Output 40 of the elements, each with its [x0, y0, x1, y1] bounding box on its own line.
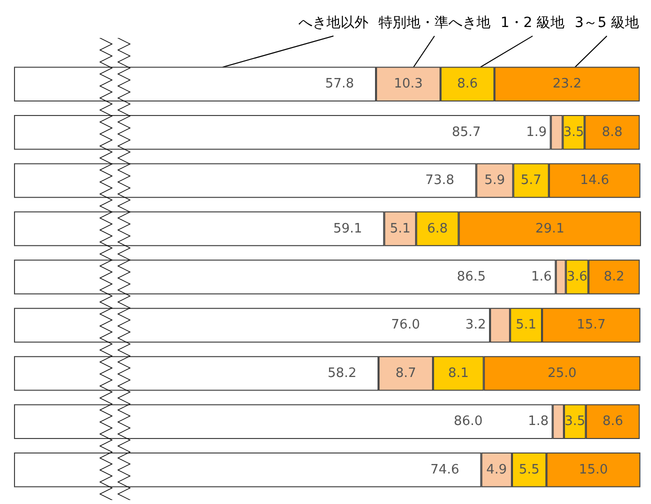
data-label: 5.1 — [390, 221, 411, 236]
data-label: 1.6 — [531, 270, 552, 284]
text: 1・2 級地 — [500, 15, 565, 31]
data-label: 15.0 — [578, 462, 608, 478]
data-label: 10.3 — [394, 76, 423, 92]
text: へき地以外 — [298, 15, 368, 31]
data-label: 8.8 — [602, 124, 623, 140]
data-label: 86.5 — [456, 270, 486, 284]
data-label: 1.9 — [526, 124, 547, 140]
data-label: 3.6 — [566, 270, 588, 284]
data-label: 73.8 — [425, 173, 454, 188]
data-label: 5.9 — [484, 173, 506, 188]
data-label: 8.1 — [448, 366, 469, 381]
text: 特別地・準へき地 — [378, 15, 490, 31]
data-label: 5.7 — [520, 173, 542, 188]
data-label: 23.2 — [552, 76, 582, 92]
data-label: 57.8 — [325, 76, 354, 92]
data-label: 6.8 — [427, 221, 448, 236]
data-label: 25.0 — [548, 366, 577, 381]
data-label: 58.2 — [328, 366, 357, 381]
data-label: 74.6 — [430, 462, 460, 478]
data-label: 8.7 — [395, 366, 416, 381]
data-label: 5.1 — [516, 318, 536, 333]
data-label: 3.2 — [465, 318, 486, 333]
data-label: 5.5 — [518, 462, 540, 478]
data-label: 15.7 — [576, 318, 606, 333]
data-label: 59.1 — [333, 221, 362, 236]
text: 3～5 級地 — [574, 15, 639, 31]
data-label: 86.0 — [454, 414, 483, 430]
data-label: 4.9 — [486, 462, 507, 478]
data-label: 14.6 — [580, 173, 610, 188]
data-label: 3.5 — [563, 124, 584, 140]
data-label: 1.8 — [528, 414, 549, 430]
data-label: 29.1 — [535, 221, 564, 236]
data-label: 85.7 — [452, 124, 481, 140]
data-label: 76.0 — [391, 318, 420, 333]
data-label: 8.6 — [457, 76, 478, 92]
data-label: 3.5 — [564, 414, 586, 430]
data-label: 8.2 — [604, 270, 624, 284]
data-label: 8.6 — [602, 414, 624, 430]
